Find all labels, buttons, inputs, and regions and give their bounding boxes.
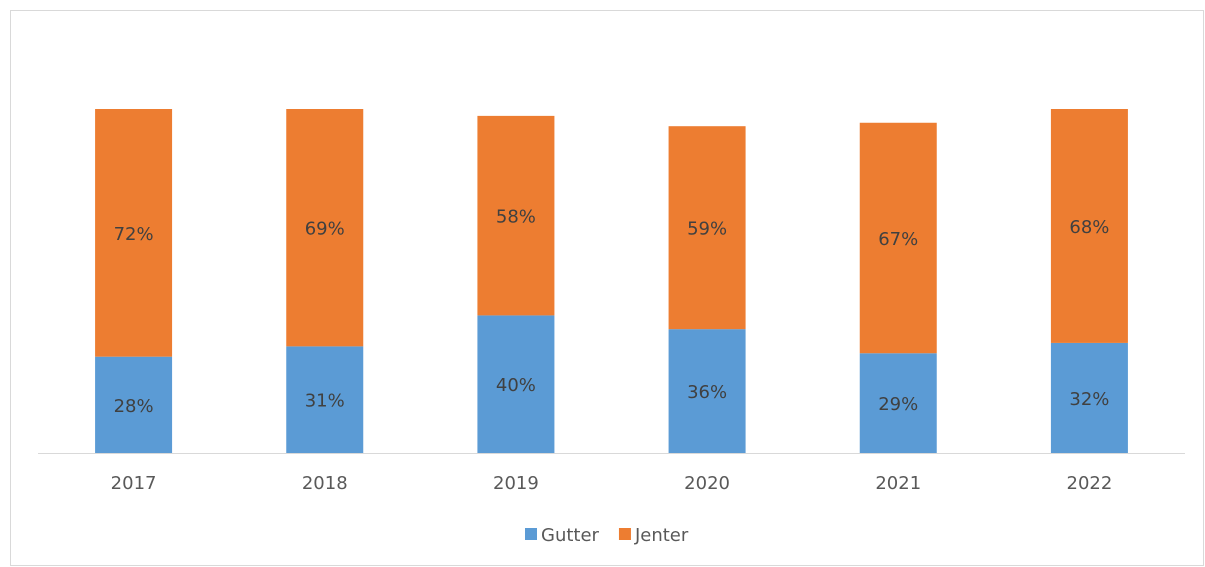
bar-segment: [668, 126, 746, 330]
bar-segment: [1050, 109, 1128, 343]
x-tick-label: 2022: [1067, 473, 1113, 494]
chart-border: [10, 10, 1204, 566]
x-tick-label: 2020: [684, 473, 730, 494]
data-label: 72%: [114, 224, 154, 245]
data-label: 36%: [687, 382, 727, 403]
data-label: 68%: [1069, 217, 1109, 238]
data-label: 69%: [305, 219, 345, 240]
data-label: 31%: [305, 391, 345, 412]
bar-segment: [95, 356, 173, 453]
data-label: 40%: [496, 375, 536, 396]
bar-segment: [1050, 342, 1128, 453]
data-label: 58%: [496, 207, 536, 228]
legend-swatch: [618, 528, 631, 540]
data-label: 29%: [878, 394, 918, 415]
bar-segment: [477, 115, 555, 316]
data-label: 59%: [687, 219, 727, 240]
bar-segment: [95, 109, 173, 357]
x-tick-label: 2019: [493, 473, 539, 494]
x-tick-label: 2018: [302, 473, 348, 494]
bar-segment: [859, 122, 937, 354]
bar-segment: [668, 329, 746, 453]
data-label: 67%: [878, 229, 918, 250]
x-tick-label: 2021: [875, 473, 921, 494]
bar-segment: [477, 315, 555, 453]
legend-swatch: [525, 528, 537, 540]
x-tick-label: 2017: [111, 473, 157, 494]
bar-segment: [286, 109, 364, 347]
data-label: 32%: [1069, 389, 1109, 410]
data-label: 28%: [114, 396, 154, 417]
legend-label: Gutter: [541, 525, 600, 546]
bar-segment: [859, 353, 937, 453]
bar-segment: [286, 346, 364, 453]
legend-label: Jenter: [634, 525, 689, 546]
